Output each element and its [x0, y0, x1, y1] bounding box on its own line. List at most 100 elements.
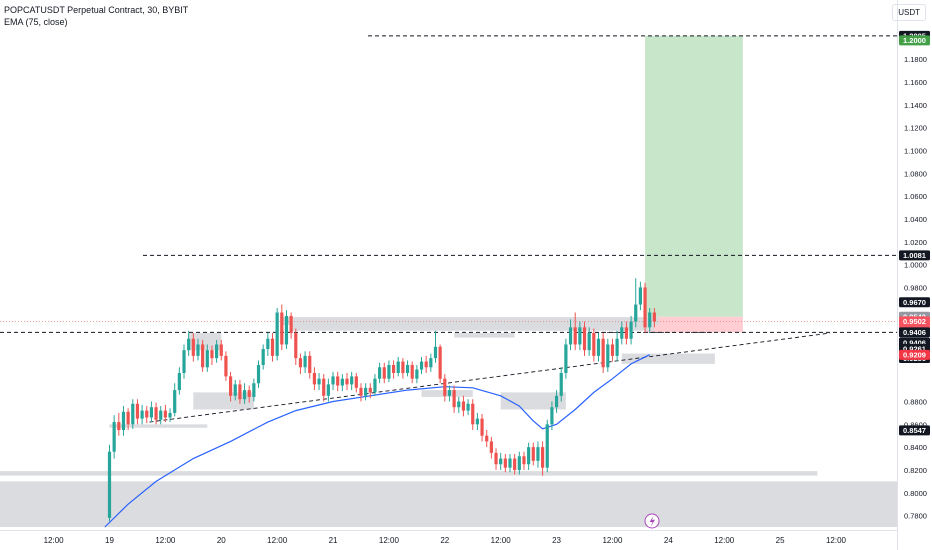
candle [429, 358, 433, 368]
gray-zone-11 [0, 471, 818, 476]
time-tick-label: 24 [664, 536, 673, 545]
candle [187, 338, 191, 351]
plot-area [0, 35, 897, 529]
price-tick-label: 0.7800 [904, 512, 927, 521]
candle [387, 364, 391, 379]
candle [513, 458, 517, 470]
candle [107, 451, 112, 518]
candle [345, 378, 349, 385]
candle [508, 458, 512, 468]
candle [266, 338, 270, 350]
price-label-box [899, 35, 930, 46]
price-tick-label: 0.8200 [904, 466, 927, 475]
indicator-label: EMA (75, close) [4, 17, 68, 27]
candle [205, 350, 209, 368]
price-label: 0.9209 [903, 351, 926, 360]
ema-line [104, 354, 650, 528]
price-label: 0.9406 [903, 338, 926, 347]
candle [312, 372, 317, 385]
price-label: 0.9502 [903, 317, 926, 326]
candle [531, 447, 535, 461]
candle [629, 321, 633, 339]
time-tick-label: 22 [440, 536, 449, 545]
candle [438, 346, 442, 379]
candle [652, 312, 656, 322]
candle [168, 412, 172, 418]
time-tick-label: 12:00 [267, 536, 288, 545]
candle [126, 411, 130, 425]
candle [620, 327, 624, 339]
candle [368, 387, 372, 393]
currency-button[interactable]: USDT [892, 4, 926, 21]
candle [433, 346, 438, 359]
candle [499, 458, 503, 465]
candle [121, 411, 126, 431]
candle [135, 403, 140, 419]
candle [648, 312, 652, 328]
candle [382, 367, 386, 379]
candle [275, 312, 279, 356]
candle [578, 327, 582, 345]
candle [242, 390, 247, 400]
gray-zone-6 [291, 323, 655, 331]
candle [326, 384, 330, 396]
candle [480, 418, 484, 436]
candle [354, 376, 358, 388]
price-label: 1.2000 [903, 36, 926, 45]
candle [503, 458, 507, 468]
candle [401, 361, 405, 373]
candle [131, 403, 135, 425]
candle [378, 367, 382, 379]
candle [601, 338, 605, 368]
candle [238, 384, 242, 400]
time-tick-label: 21 [329, 536, 338, 545]
price-label-box [899, 327, 930, 338]
price-tick-label: 0.8800 [904, 398, 927, 407]
gray-zone-12 [0, 481, 897, 527]
candle [554, 395, 559, 408]
candle [485, 435, 489, 442]
candle [541, 447, 545, 468]
candle [308, 355, 312, 373]
candle [317, 378, 321, 385]
time-tick-label: 12:00 [44, 536, 65, 545]
lightning-icon-bolt [649, 516, 655, 527]
candle [215, 344, 219, 359]
time-tick-label: 23 [552, 536, 561, 545]
candle [270, 338, 275, 356]
gray-zone-10 [621, 353, 715, 364]
candle [140, 410, 144, 419]
price-label-box [899, 250, 930, 261]
candle [391, 364, 396, 373]
candle [550, 407, 554, 425]
candle [638, 287, 642, 305]
candle [289, 315, 293, 334]
candle [182, 350, 186, 373]
candle [564, 344, 568, 373]
candle [191, 338, 195, 356]
candle [247, 390, 251, 397]
price-label-box [899, 297, 930, 308]
candle [112, 422, 116, 452]
candle [545, 424, 549, 468]
candle [210, 350, 214, 359]
candle [177, 372, 181, 391]
candle [587, 333, 591, 351]
candle [634, 304, 638, 322]
candle [350, 376, 354, 385]
price-tick-label: 1.0000 [904, 261, 927, 270]
candle [624, 327, 629, 339]
target-zone-0 [645, 35, 743, 317]
time-tick-label: 12:00 [826, 536, 847, 545]
candle [154, 407, 158, 420]
price-tick-label: 0.8400 [904, 443, 927, 452]
candle [201, 344, 205, 368]
candle [582, 327, 587, 351]
trendline [149, 332, 831, 423]
price-tick-label: 1.1600 [904, 78, 927, 87]
candle [336, 376, 340, 386]
candle [536, 447, 540, 461]
candle [219, 344, 223, 356]
candle [517, 456, 521, 470]
